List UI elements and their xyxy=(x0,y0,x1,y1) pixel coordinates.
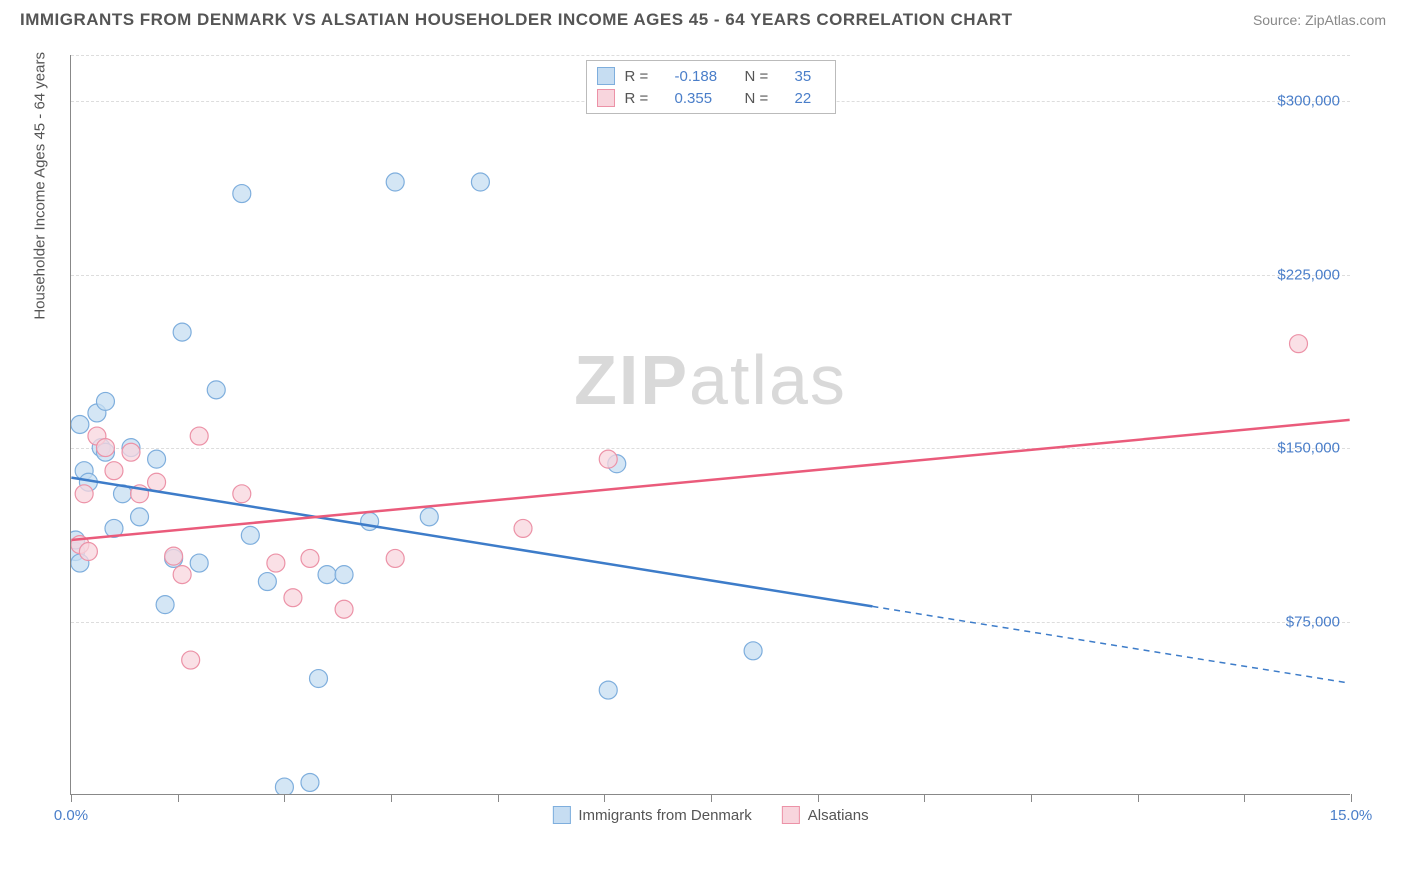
legend-r-label: R = xyxy=(625,90,665,107)
x-tick xyxy=(818,794,819,802)
data-point xyxy=(599,681,617,699)
legend-r-value-alsatians: 0.355 xyxy=(675,90,735,107)
data-point xyxy=(122,443,140,461)
data-point xyxy=(173,323,191,341)
data-point xyxy=(335,600,353,618)
data-point xyxy=(182,651,200,669)
x-tick xyxy=(391,794,392,802)
data-point xyxy=(471,173,489,191)
data-point xyxy=(599,450,617,468)
data-point xyxy=(284,589,302,607)
data-point xyxy=(173,566,191,584)
legend-swatch-icon xyxy=(782,806,800,824)
data-point xyxy=(79,543,97,561)
data-point xyxy=(335,566,353,584)
legend-n-value-denmark: 35 xyxy=(795,68,825,85)
chart-container: Householder Income Ages 45 - 64 years ZI… xyxy=(50,55,1390,835)
legend-label-denmark: Immigrants from Denmark xyxy=(578,807,751,824)
data-point xyxy=(190,427,208,445)
data-point xyxy=(301,549,319,567)
data-point xyxy=(301,773,319,791)
data-point xyxy=(420,508,438,526)
legend-row-alsatians: R = 0.355 N = 22 xyxy=(597,87,825,109)
x-tick xyxy=(1138,794,1139,802)
legend-item-alsatians: Alsatians xyxy=(782,806,869,824)
data-point xyxy=(386,549,404,567)
x-tick xyxy=(924,794,925,802)
data-point xyxy=(96,439,114,457)
x-tick xyxy=(604,794,605,802)
x-tick xyxy=(498,794,499,802)
legend-swatch-denmark xyxy=(597,67,615,85)
x-tick-label: 15.0% xyxy=(1330,807,1373,824)
legend-r-label: R = xyxy=(625,68,665,85)
x-tick xyxy=(711,794,712,802)
data-point xyxy=(75,485,93,503)
legend-r-value-denmark: -0.188 xyxy=(675,68,735,85)
data-point xyxy=(233,485,251,503)
data-point xyxy=(105,462,123,480)
data-point xyxy=(1290,335,1308,353)
x-tick xyxy=(284,794,285,802)
data-point xyxy=(156,596,174,614)
data-point xyxy=(514,519,532,537)
data-point xyxy=(318,566,336,584)
x-tick xyxy=(71,794,72,802)
data-point xyxy=(258,573,276,591)
data-point xyxy=(310,670,328,688)
legend-label-alsatians: Alsatians xyxy=(808,807,869,824)
data-point xyxy=(71,416,89,434)
x-tick xyxy=(1031,794,1032,802)
data-point xyxy=(165,547,183,565)
correlation-legend: R = -0.188 N = 35 R = 0.355 N = 22 xyxy=(586,60,836,114)
data-point xyxy=(148,473,166,491)
legend-item-denmark: Immigrants from Denmark xyxy=(552,806,751,824)
data-point xyxy=(96,392,114,410)
x-tick xyxy=(178,794,179,802)
data-point xyxy=(267,554,285,572)
legend-n-label: N = xyxy=(745,68,785,85)
plot-area: ZIPatlas R = -0.188 N = 35 R = 0.355 N =… xyxy=(70,55,1350,795)
data-point xyxy=(131,508,149,526)
legend-row-denmark: R = -0.188 N = 35 xyxy=(597,65,825,87)
data-point xyxy=(744,642,762,660)
data-point xyxy=(148,450,166,468)
legend-n-value-alsatians: 22 xyxy=(795,90,825,107)
trend-line-dashed xyxy=(872,606,1349,683)
data-point xyxy=(207,381,225,399)
data-point xyxy=(241,526,259,544)
source-label: Source: ZipAtlas.com xyxy=(1253,12,1386,28)
legend-swatch-alsatians xyxy=(597,89,615,107)
legend-swatch-icon xyxy=(552,806,570,824)
x-tick xyxy=(1351,794,1352,802)
data-point xyxy=(190,554,208,572)
x-tick-label: 0.0% xyxy=(54,807,88,824)
trend-line xyxy=(71,478,872,607)
scatter-svg xyxy=(71,55,1350,794)
data-point xyxy=(233,185,251,203)
x-tick xyxy=(1244,794,1245,802)
series-legend: Immigrants from Denmark Alsatians xyxy=(552,806,868,824)
data-point xyxy=(275,778,293,794)
data-point xyxy=(386,173,404,191)
trend-line xyxy=(71,420,1349,540)
chart-title: IMMIGRANTS FROM DENMARK VS ALSATIAN HOUS… xyxy=(20,10,1013,30)
legend-n-label: N = xyxy=(745,90,785,107)
y-axis-label: Householder Income Ages 45 - 64 years xyxy=(32,52,49,320)
